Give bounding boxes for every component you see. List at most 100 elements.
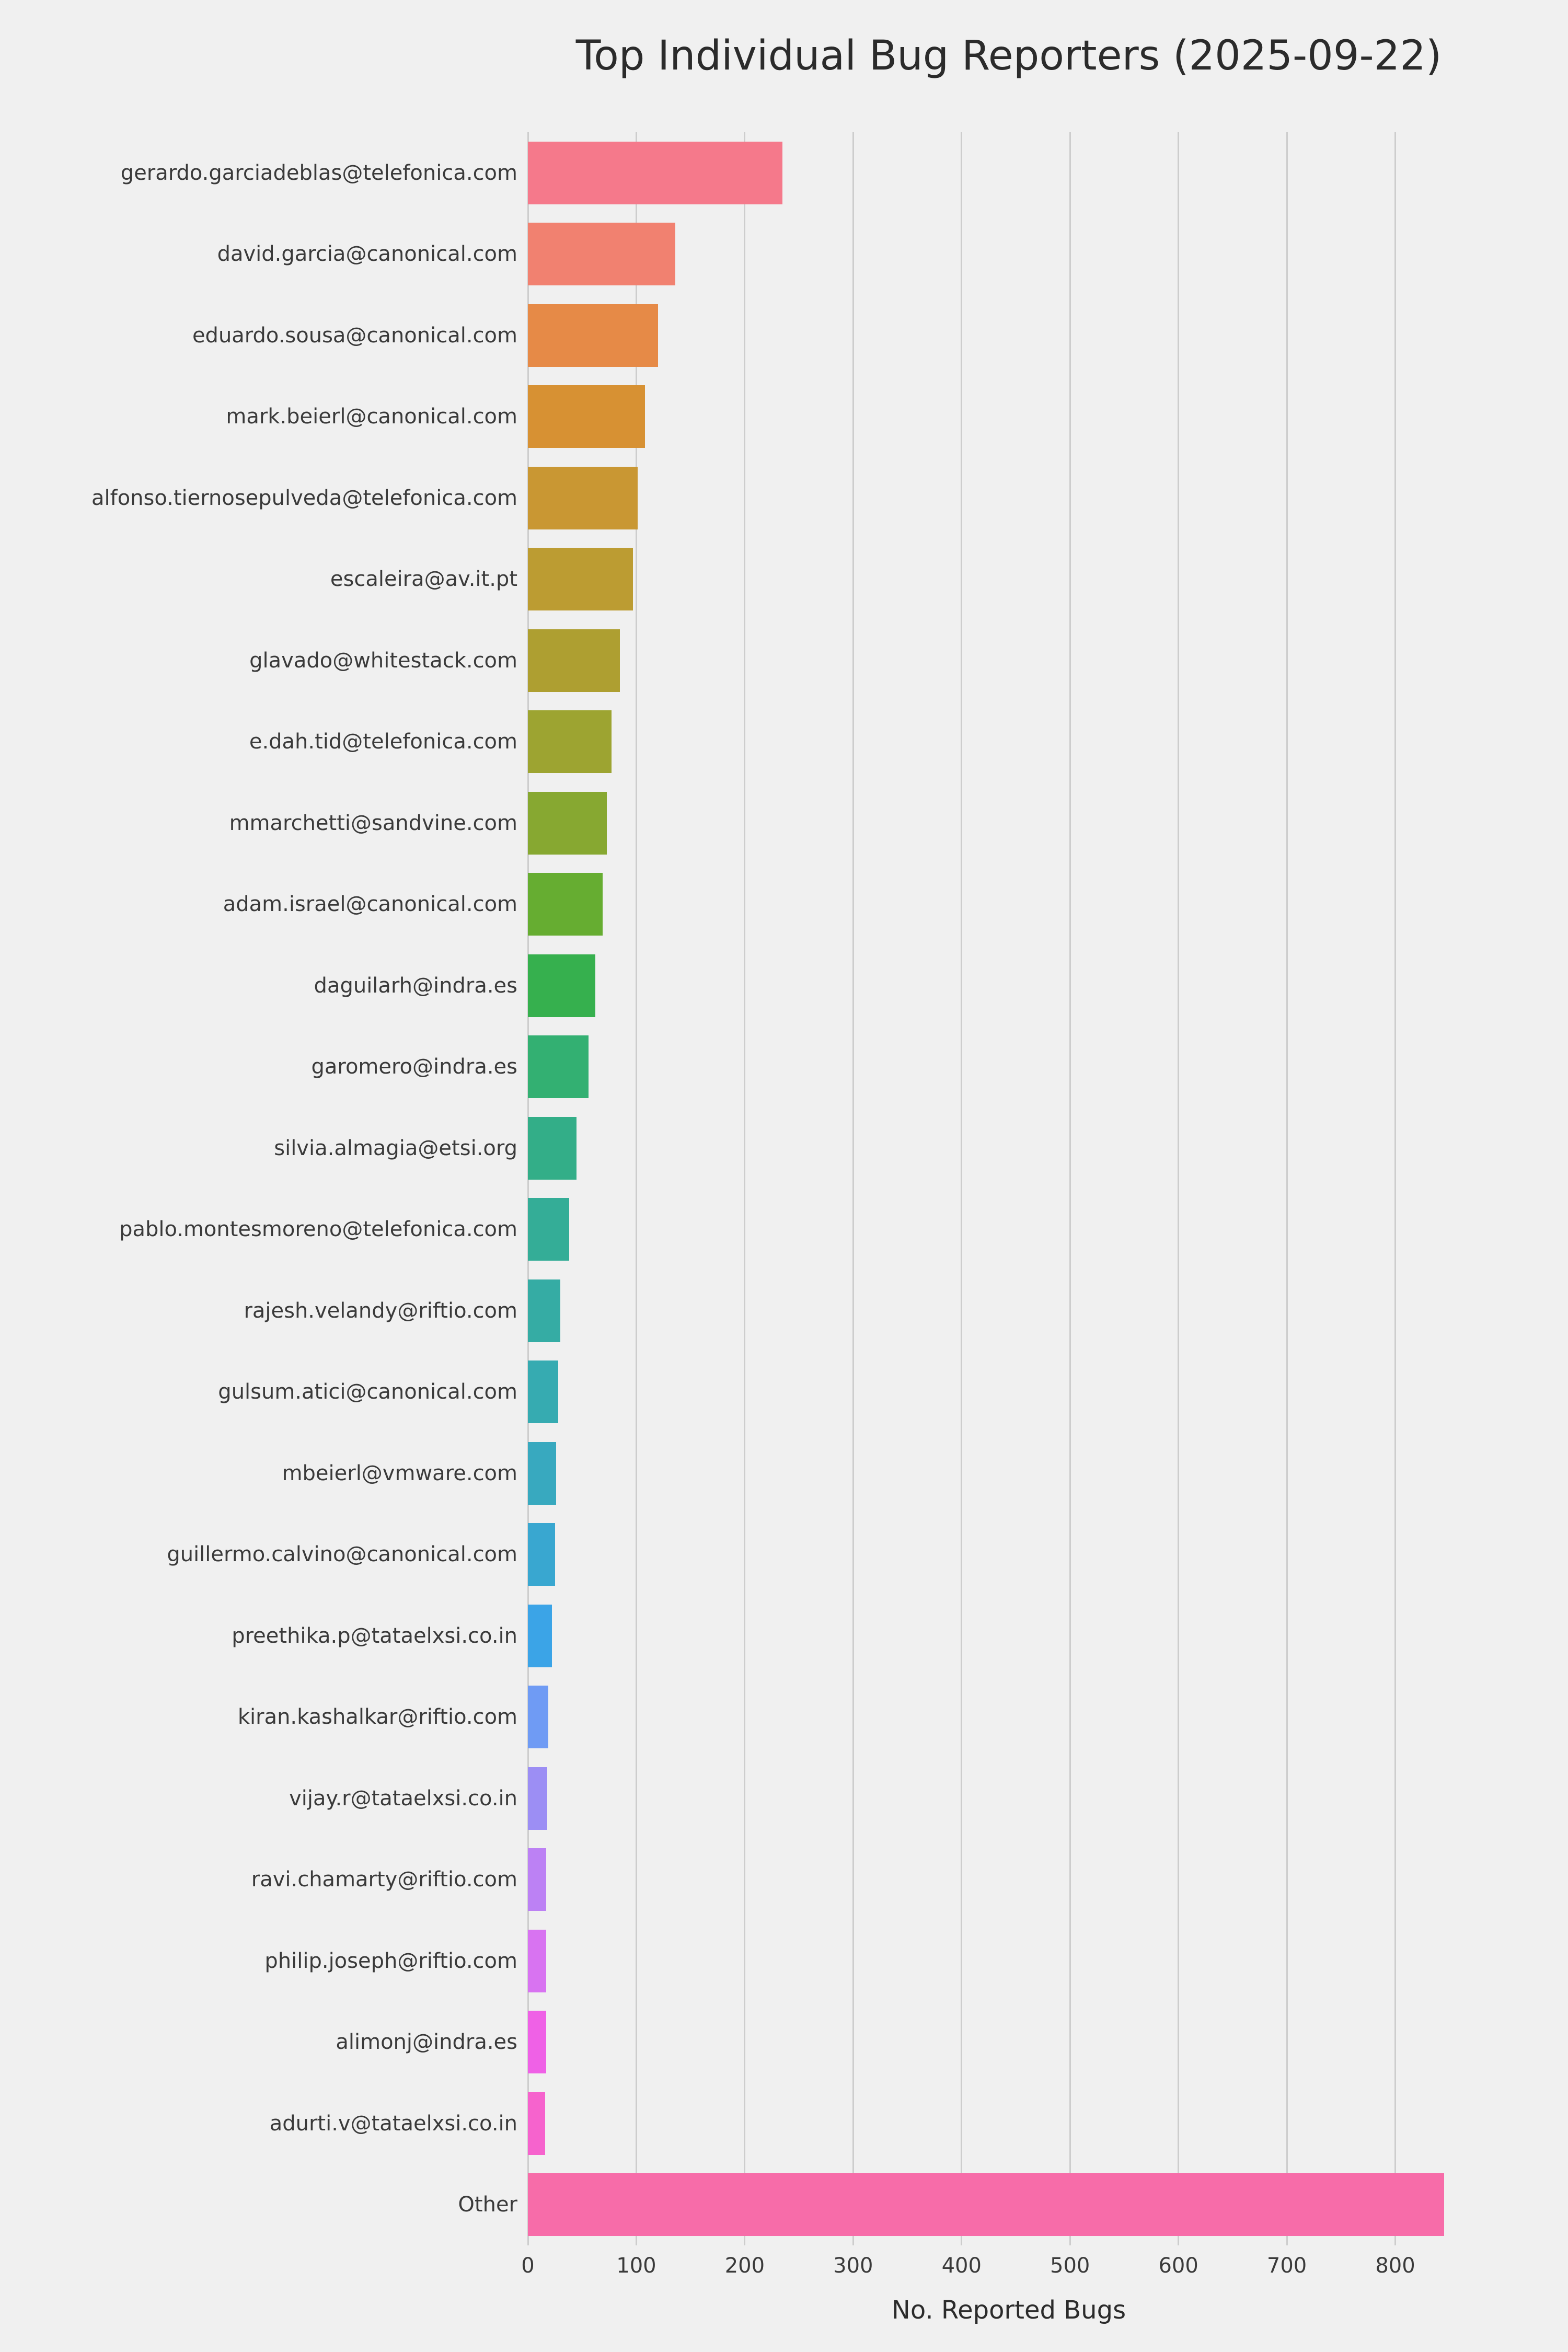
bar [528, 1767, 548, 1830]
plot-area [527, 132, 1490, 2245]
bar-row [528, 864, 1490, 946]
bar [528, 223, 676, 286]
bar-row [528, 1839, 1490, 1921]
category-label: kiran.kashalkar@riftio.com [237, 1705, 517, 1730]
bar-row [528, 1270, 1490, 1352]
bar [528, 1604, 552, 1667]
category-label: mmarchetti@sandvine.com [229, 811, 517, 835]
gridline [1394, 132, 1397, 2245]
bar [528, 2173, 1444, 2236]
x-axis-label: No. Reported Bugs [891, 2296, 1126, 2325]
bar [528, 1442, 556, 1505]
bar [528, 1035, 589, 1099]
chart-title: Top Individual Bug Reporters (2025-09-22… [575, 32, 1442, 79]
bar-row [528, 376, 1490, 458]
x-tick-label: 300 [833, 2254, 873, 2278]
bar [528, 385, 645, 448]
bar-row [528, 945, 1490, 1027]
bar-row [528, 1920, 1490, 2002]
bar-row [528, 1352, 1490, 1433]
bar [528, 466, 638, 529]
category-label: preethika.p@tataelxsi.co.in [232, 1623, 517, 1648]
category-label: escaleira@av.it.pt [330, 567, 517, 592]
category-label: alimonj@indra.es [336, 2030, 517, 2055]
x-tick-label: 800 [1375, 2254, 1415, 2278]
category-label: adam.israel@canonical.com [223, 892, 517, 917]
bar [528, 1686, 549, 1749]
bar [528, 791, 607, 855]
category-label: gerardo.garciadeblas@telefonica.com [120, 160, 517, 185]
x-tick-label: 500 [1050, 2254, 1090, 2278]
category-label: eduardo.sousa@canonical.com [192, 323, 517, 348]
bar-row [528, 132, 1490, 214]
x-tick-label: 0 [521, 2254, 535, 2278]
bar-row [528, 2002, 1490, 2083]
category-label: mbeierl@vmware.com [282, 1461, 517, 1485]
bar [528, 710, 612, 774]
x-tick-label: 700 [1266, 2254, 1307, 2278]
bar-row [528, 782, 1490, 864]
bar [528, 1279, 561, 1342]
bar-row [528, 1677, 1490, 1758]
gridline [852, 132, 854, 2245]
category-label: alfonso.tiernosepulveda@telefonica.com [91, 486, 517, 510]
bar [528, 1929, 547, 1992]
bar-row [528, 1108, 1490, 1189]
bar-row [528, 295, 1490, 376]
bar-row [528, 539, 1490, 620]
bar [528, 1198, 569, 1261]
category-label: ravi.chamarty@riftio.com [251, 1867, 517, 1892]
category-label: guillermo.calvino@canonical.com [167, 1542, 517, 1567]
bar-row [528, 1595, 1490, 1677]
category-label: glavado@whitestack.com [249, 648, 517, 673]
x-tick-label: 200 [724, 2254, 765, 2278]
bars-container [528, 132, 1490, 2245]
bar [528, 1361, 559, 1424]
category-label: garomero@indra.es [311, 1055, 517, 1079]
bar [528, 873, 603, 936]
x-tick-label: 600 [1158, 2254, 1198, 2278]
gridline [527, 132, 529, 2245]
bar [528, 1116, 577, 1180]
category-label: adurti.v@tataelxsi.co.in [269, 2111, 517, 2136]
bar-row [528, 1514, 1490, 1596]
y-axis-labels: gerardo.garciadeblas@telefonica.com david… [0, 132, 517, 2245]
bar-row [528, 2083, 1490, 2164]
category-label: david.garcia@canonical.com [217, 242, 517, 267]
bar-row [528, 1027, 1490, 1108]
bar [528, 548, 633, 611]
category-label: e.dah.tid@telefonica.com [249, 730, 517, 754]
x-tick-label: 400 [941, 2254, 982, 2278]
category-label: rajesh.velandy@riftio.com [244, 1298, 517, 1323]
category-label: philip.joseph@riftio.com [264, 1949, 517, 1973]
bar [528, 2092, 546, 2155]
gridline [635, 132, 637, 2245]
x-tick-label: 100 [616, 2254, 656, 2278]
bar-row [528, 214, 1490, 295]
bar-row [528, 701, 1490, 783]
category-label: pablo.montesmoreno@telefonica.com [119, 1217, 517, 1242]
bar [528, 141, 783, 204]
bar-row [528, 620, 1490, 701]
category-label: vijay.r@tataelxsi.co.in [289, 1786, 517, 1811]
bar-row [528, 457, 1490, 539]
bar-row [528, 1758, 1490, 1839]
bar-row [528, 1189, 1490, 1271]
bar [528, 2011, 547, 2074]
gridline [744, 132, 746, 2245]
bar [528, 304, 658, 367]
category-label: silvia.almagia@etsi.org [274, 1136, 517, 1160]
gridline [961, 132, 963, 2245]
x-axis-ticks: 0 100 200 300 400 500 600 700 800 [521, 2254, 1490, 2285]
bar-row [528, 2164, 1490, 2246]
category-label: daguilarh@indra.es [314, 973, 517, 998]
bar [528, 1523, 555, 1586]
gridline [1178, 132, 1180, 2245]
gridline [1069, 132, 1071, 2245]
bar-row [528, 1433, 1490, 1514]
bar [528, 1848, 547, 1911]
bar [528, 629, 620, 692]
category-label: gulsum.atici@canonical.com [218, 1380, 517, 1404]
category-label: Other [458, 2193, 517, 2217]
